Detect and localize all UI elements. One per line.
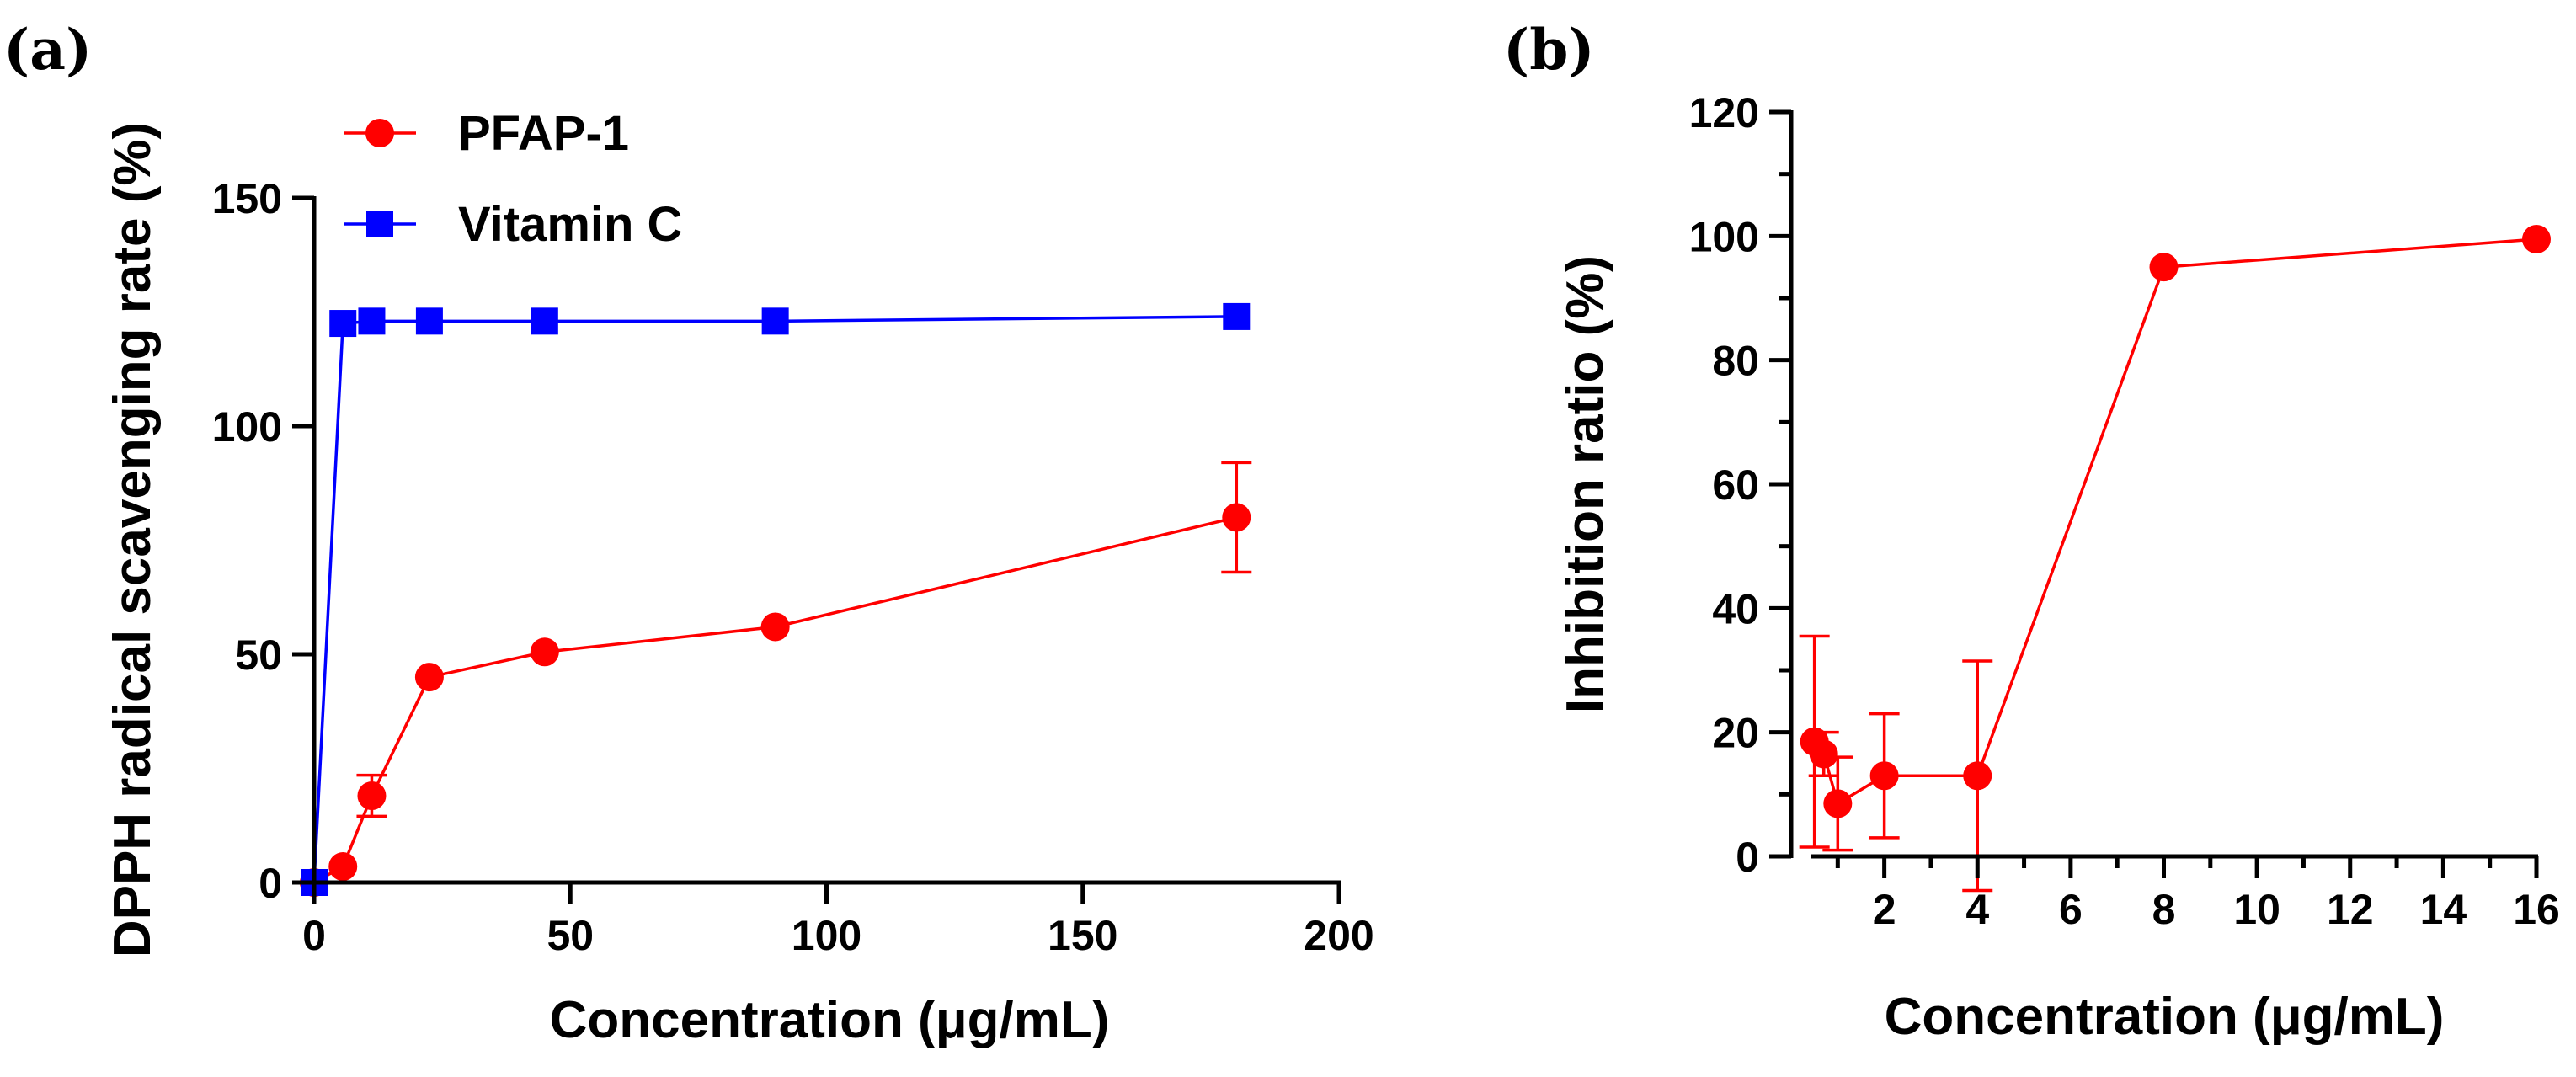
panel-b-series [1799, 225, 2551, 893]
a-legend-label-1: Vitamin C [458, 197, 682, 252]
panel-a-series [300, 302, 1252, 897]
a-data-point [1222, 503, 1251, 532]
panel-a-y-axis-label: DPPH radical scavenging rate (%) [104, 122, 162, 957]
a-data-point [357, 781, 387, 811]
a-x-tick-label: 200 [1304, 912, 1373, 959]
b-x-tick-label: 4 [1965, 886, 1989, 933]
b-x-tick-label: 2 [1873, 886, 1896, 933]
b-y-tick-label: 100 [1689, 213, 1759, 260]
a-data-point [761, 307, 789, 335]
b-y-tick-label: 80 [1712, 338, 1759, 385]
b-x-tick-label: 16 [2513, 886, 2560, 933]
panel-a-x-axis-label: Concentration (μg/mL) [550, 991, 1110, 1049]
a-y-tick-label: 50 [235, 632, 282, 679]
b-x-tick-label: 10 [2233, 886, 2280, 933]
a-data-point [1223, 302, 1251, 330]
a-series-line-1 [312, 315, 1237, 883]
b-y-tick-label: 120 [1689, 89, 1759, 136]
a-y-tick-label: 0 [259, 860, 282, 907]
b-y-tick-label: 40 [1712, 585, 1759, 632]
b-data-point [2522, 225, 2551, 254]
a-data-point [328, 852, 358, 882]
a-legend-marker-0 [365, 119, 394, 147]
b-y-tick-label: 0 [1736, 834, 1759, 881]
a-x-tick-label: 150 [1048, 912, 1117, 959]
panel-a-legend: PFAP-1 Vitamin C [344, 106, 682, 252]
a-data-point [415, 307, 443, 335]
a-legend-marker-1 [366, 211, 393, 237]
a-data-point [530, 637, 559, 667]
chart-panel-b: (b) 0 20 40 60 80 100 120 2 4 6 8 10 12 14 16 Concentr… [1503, 17, 2560, 1046]
a-data-point [414, 663, 444, 692]
panel-a-label: (a) [3, 17, 92, 83]
b-data-point [1809, 739, 1838, 769]
a-series-line-0 [313, 515, 1237, 884]
b-data-point [1963, 761, 1992, 791]
b-x-tick-label: 8 [2152, 886, 2176, 933]
b-y-tick-label: 20 [1712, 710, 1759, 757]
panel-b-x-axis-label: Concentration (μg/mL) [1885, 988, 2445, 1046]
a-x-tick-label: 0 [302, 912, 326, 959]
b-series-line-0 [1813, 237, 2537, 807]
b-data-point [2149, 253, 2179, 282]
panel-b-axes: 0 20 40 60 80 100 120 2 4 6 8 10 12 14 16 [1689, 89, 2560, 933]
a-data-point [760, 612, 790, 642]
a-x-tick-label: 50 [547, 912, 594, 959]
a-data-point [531, 307, 558, 335]
a-y-tick-label: 100 [212, 403, 282, 451]
a-data-point [358, 307, 386, 335]
b-x-tick-label: 6 [2059, 886, 2083, 933]
b-y-tick-label: 60 [1712, 461, 1759, 509]
a-y-tick-label: 150 [212, 175, 282, 222]
panel-b-y-axis-label: Inhibition ratio (%) [1556, 255, 1614, 713]
b-x-tick-label: 14 [2420, 886, 2467, 933]
a-data-point [329, 310, 357, 338]
panel-a-axes: 0 50 100 150 0 50 100 150 200 [212, 175, 1374, 959]
b-data-point [1869, 761, 1899, 791]
b-data-point [1823, 789, 1853, 818]
a-legend-label-0: PFAP-1 [458, 106, 629, 161]
chart-panel-a: (a) 0 50 100 150 0 50 100 150 200 Concentration … [3, 17, 1374, 1049]
panel-b-label: (b) [1503, 17, 1595, 83]
a-x-tick-label: 100 [792, 912, 861, 959]
b-x-tick-label: 12 [2327, 886, 2374, 933]
